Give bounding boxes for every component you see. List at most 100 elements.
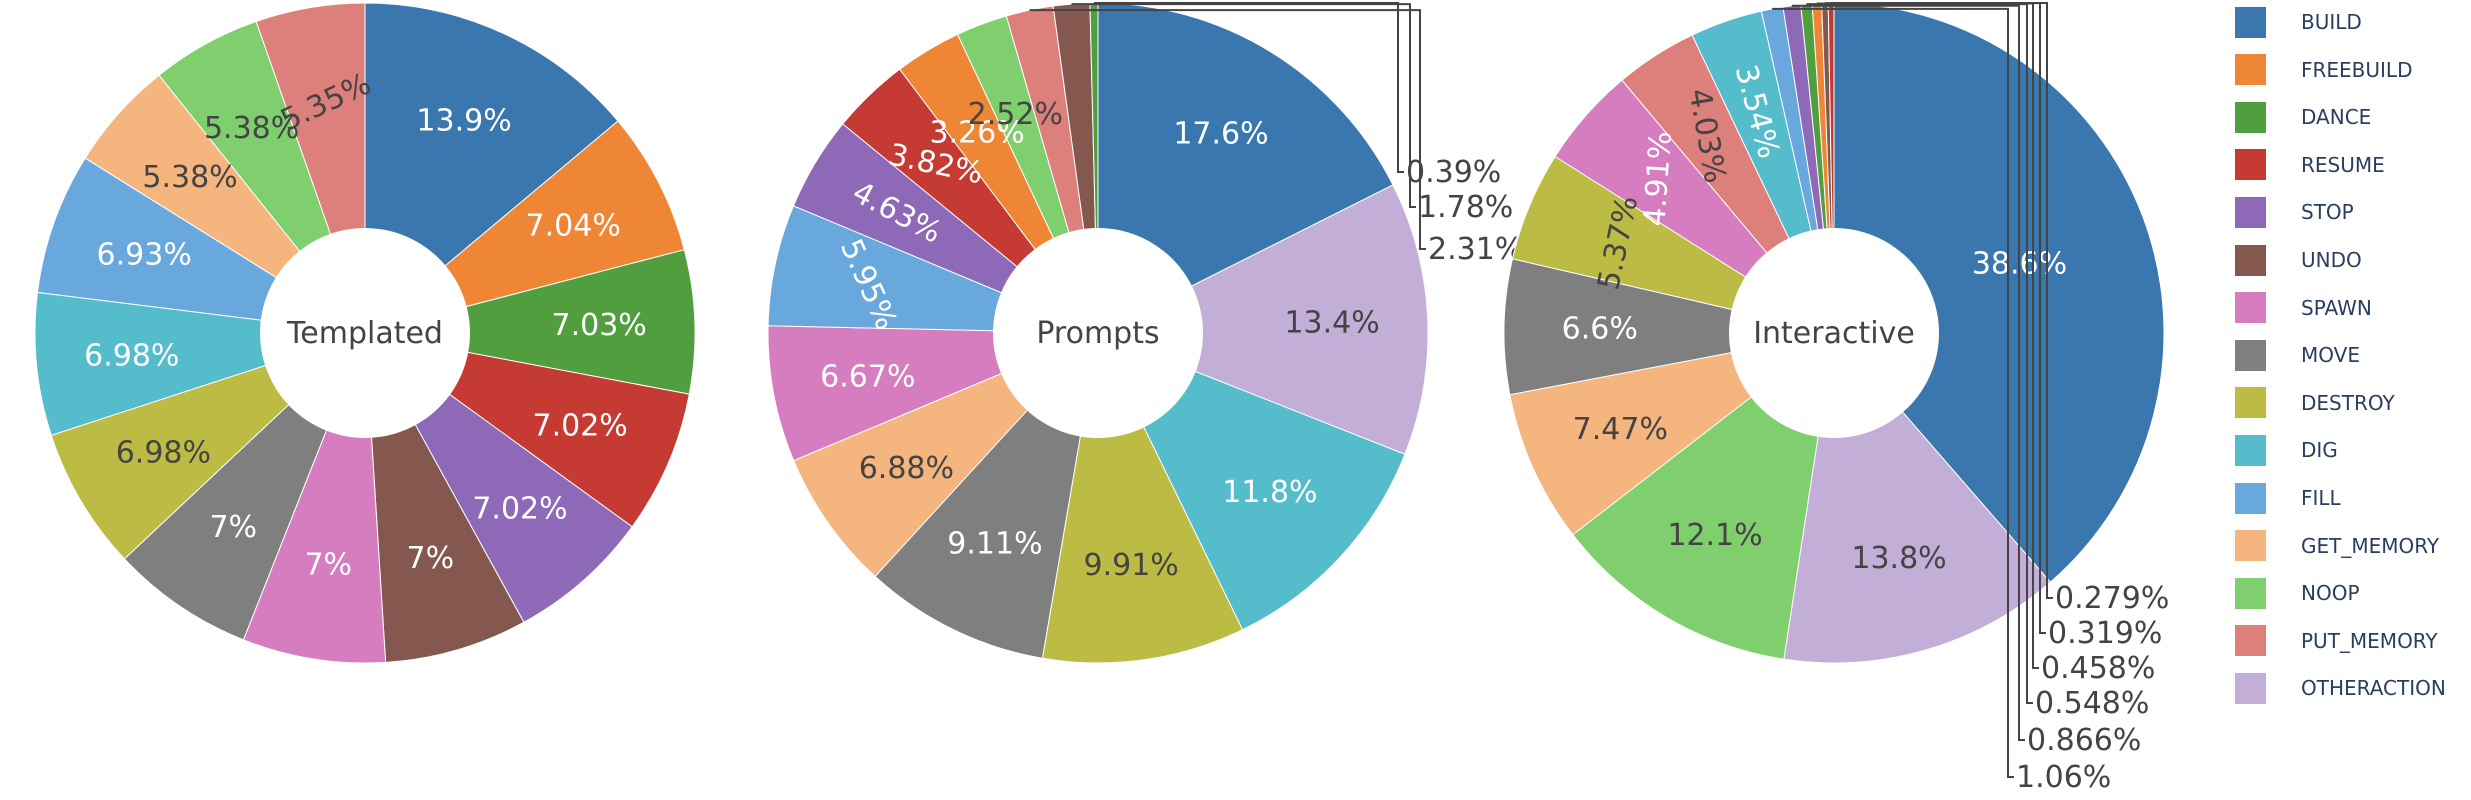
legend-label: FREEBUILD xyxy=(2301,57,2413,82)
legend-label: DESTROY xyxy=(2301,390,2395,415)
slice-label-outside: 0.279% xyxy=(2055,581,2169,616)
slice-label: 7% xyxy=(304,547,352,582)
legend-item-destroy[interactable]: DESTROY xyxy=(2235,385,2395,421)
slice-label: 5.38% xyxy=(204,111,299,146)
legend-item-otheraction[interactable]: OTHERACTION xyxy=(2235,670,2446,706)
legend-swatch xyxy=(2235,339,2266,371)
legend-item-fill[interactable]: FILL xyxy=(2235,480,2341,516)
slice-label: 6.6% xyxy=(1562,311,1638,346)
slice-label: 7.47% xyxy=(1573,412,1668,447)
slice-label: 11.8% xyxy=(1222,475,1317,510)
legend-label: PUT_MEMORY xyxy=(2301,628,2438,653)
legend-item-dig[interactable]: DIG xyxy=(2235,432,2338,468)
legend-swatch xyxy=(2235,149,2266,181)
legend-swatch xyxy=(2235,196,2266,228)
slice-label-outside: 2.31% xyxy=(1428,232,1523,267)
legend-item-dance[interactable]: DANCE xyxy=(2235,99,2371,135)
leader-line xyxy=(1093,2,1404,173)
legend-swatch xyxy=(2235,482,2266,514)
legend-label: DANCE xyxy=(2301,105,2372,130)
legend-label: DIG xyxy=(2301,438,2338,463)
legend-item-freebuild[interactable]: FREEBUILD xyxy=(2235,52,2412,88)
legend-item-undo[interactable]: UNDO xyxy=(2235,242,2362,278)
legend-label: STOP xyxy=(2301,200,2354,225)
legend-item-build[interactable]: BUILD xyxy=(2235,4,2362,40)
pie-chart-interactive: Interactive38.6%13.8%12.1%7.47%6.6%5.37%… xyxy=(1503,2,2169,795)
slice-label-outside: 1.78% xyxy=(1418,190,1513,225)
slice-label: 4.91% xyxy=(1637,130,1679,228)
slice-label-outside: 0.548% xyxy=(2035,686,2149,721)
legend-swatch xyxy=(2235,387,2266,419)
slice-label: 3.26% xyxy=(929,115,1024,150)
slice-label: 7.02% xyxy=(533,409,628,444)
leader-line xyxy=(1071,3,1416,208)
legend-label: SPAWN xyxy=(2301,295,2372,320)
legend-label: FILL xyxy=(2301,486,2341,510)
slice-label: 6.93% xyxy=(97,238,192,273)
slice-label: 17.6% xyxy=(1173,117,1268,152)
slice-label-outside: 0.458% xyxy=(2041,651,2155,686)
leader-line xyxy=(1772,7,2014,778)
legend-item-noop[interactable]: NOOP xyxy=(2235,575,2360,611)
slice-otheraction[interactable] xyxy=(1096,184,1429,455)
legend-label: MOVE xyxy=(2301,343,2360,368)
legend-swatch xyxy=(2235,577,2266,609)
legend-item-put-memory[interactable]: PUT_MEMORY xyxy=(2235,623,2438,659)
slice-label: 9.11% xyxy=(947,526,1042,561)
legend-swatch xyxy=(2235,625,2266,657)
slice-label-outside: 0.866% xyxy=(2027,723,2141,758)
slice-label-outside: 0.319% xyxy=(2048,616,2162,651)
donut-center-label: Interactive xyxy=(1753,316,1915,351)
legend-swatch xyxy=(2235,530,2266,562)
slice-build[interactable] xyxy=(1833,2,2165,583)
legend-item-move[interactable]: MOVE xyxy=(2235,337,2360,373)
slice-label: 6.98% xyxy=(84,338,179,373)
pie-chart-templated: Templated 13.9% 7.04% 7.03% 7.02% 7.02% 7% 7% 7%… xyxy=(34,2,696,664)
legend-label: NOOP xyxy=(2301,581,2360,606)
donut-hole xyxy=(260,228,470,438)
slice-label: 9.91% xyxy=(1083,548,1178,583)
slice-build[interactable] xyxy=(1097,2,1394,334)
slice-label: 6.98% xyxy=(116,435,211,470)
legend-label: OTHERACTION xyxy=(2301,676,2446,701)
legend-item-get-memory[interactable]: GET_MEMORY xyxy=(2235,528,2439,564)
legend-label: BUILD xyxy=(2301,10,2362,34)
slice-label-outside: 1.06% xyxy=(2016,760,2111,795)
legend-swatch xyxy=(2235,292,2266,324)
slice-label: 13.4% xyxy=(1284,306,1379,341)
legend-swatch xyxy=(2235,672,2266,704)
slice-label: 2.52% xyxy=(968,97,1063,132)
legend-label: RESUME xyxy=(2301,152,2385,177)
legend-swatch xyxy=(2235,6,2266,38)
slice-label: 12.1% xyxy=(1667,518,1762,553)
slice-label: 7.02% xyxy=(472,492,567,527)
donut-hole xyxy=(1729,228,1939,438)
slice-dig[interactable] xyxy=(1096,332,1406,631)
slice-label: 13.8% xyxy=(1851,541,1946,576)
slice-label-outside: 0.39% xyxy=(1406,155,1501,190)
slice-move[interactable] xyxy=(1503,258,1835,396)
donut-center-label: Prompts xyxy=(1036,316,1159,351)
legend-swatch xyxy=(2235,101,2266,133)
legend-swatch xyxy=(2235,54,2266,86)
legend-label: UNDO xyxy=(2301,248,2362,272)
legend-swatch xyxy=(2235,434,2266,466)
legend-item-stop[interactable]: STOP xyxy=(2235,194,2354,230)
slice-label: 7.03% xyxy=(552,308,647,343)
donut-hole xyxy=(993,228,1203,438)
slice-dance[interactable] xyxy=(364,249,696,395)
slice-label: 6.67% xyxy=(820,360,915,395)
slice-label: 5.38% xyxy=(142,160,237,195)
slice-label: 6.88% xyxy=(859,451,954,486)
leader-line xyxy=(1791,4,2025,741)
pie-chart-prompts: Prompts 17.6% 13.4% 11.8% 9.91% 9.11% 6.88% 6.6… xyxy=(767,2,1523,664)
legend-item-resume[interactable]: RESUME xyxy=(2235,147,2385,183)
leader-line xyxy=(1831,2,2053,599)
leader-line xyxy=(1029,9,1426,250)
slice-label: 13.9% xyxy=(416,104,511,139)
legend-swatch xyxy=(2235,244,2266,276)
donut-center-label: Templated xyxy=(286,316,443,351)
slice-label: 7% xyxy=(406,541,454,576)
legend-item-spawn[interactable]: SPAWN xyxy=(2235,290,2372,326)
